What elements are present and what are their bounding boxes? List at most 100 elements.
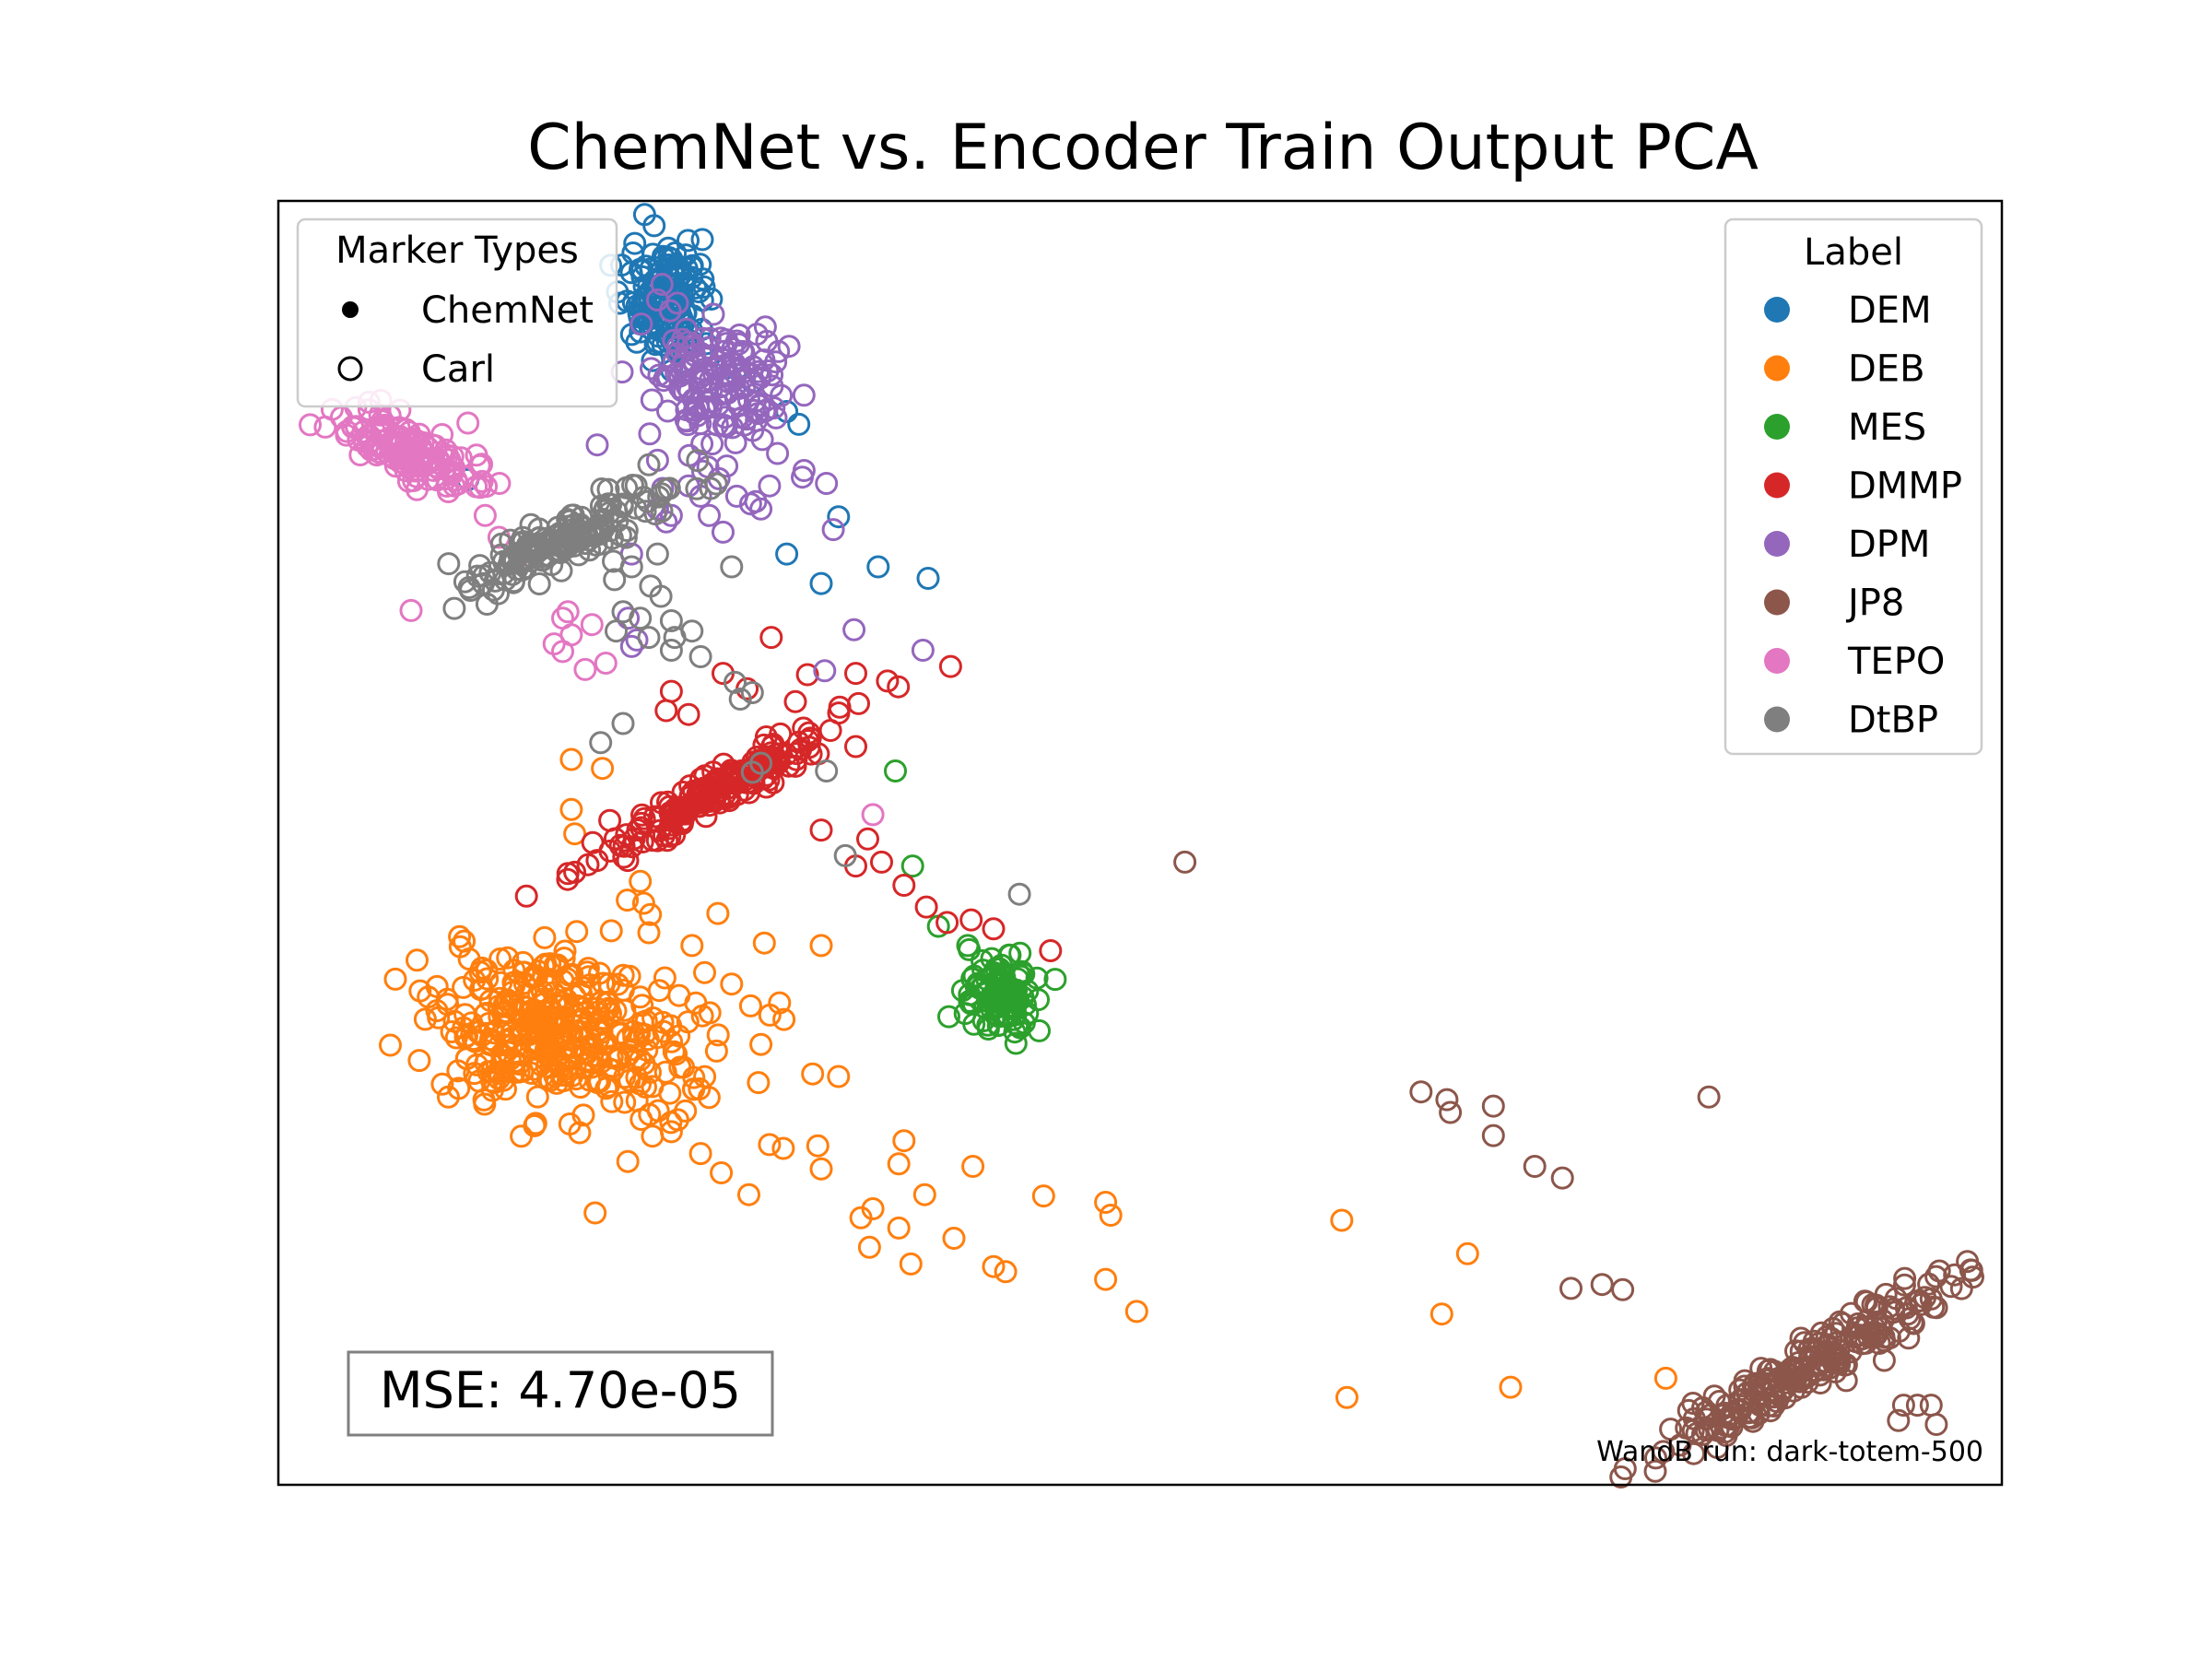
deb-point xyxy=(622,1026,646,1049)
dem-point xyxy=(684,276,708,300)
deb-point xyxy=(771,1136,795,1160)
dpm-point xyxy=(629,312,653,336)
deb-point xyxy=(599,1002,622,1026)
dpm-point xyxy=(676,375,699,399)
deb-point xyxy=(631,891,655,915)
deb-point xyxy=(417,985,441,1009)
dpm-legend-label: DPM xyxy=(1848,524,1930,566)
dpm-point xyxy=(645,288,669,312)
deb-point xyxy=(682,1065,706,1089)
deb-point xyxy=(982,1254,1006,1278)
jp8-point xyxy=(1609,1465,1633,1488)
deb-point xyxy=(758,1003,782,1027)
dmmp-point xyxy=(892,874,916,897)
dmmp-point xyxy=(659,813,683,837)
dtbp-point xyxy=(465,564,489,588)
dmmp-point xyxy=(847,691,870,715)
dtbp-point xyxy=(489,532,513,556)
dpm-point xyxy=(715,382,739,406)
dmmp-point xyxy=(629,816,653,840)
deb-point xyxy=(752,931,776,955)
tepo-point xyxy=(468,476,492,500)
jp8-point xyxy=(1853,1315,1877,1339)
jp8-point xyxy=(1759,1399,1783,1423)
deb-point xyxy=(942,1227,966,1250)
dtbp-point xyxy=(475,593,499,616)
deb-point xyxy=(616,888,640,912)
deb-point xyxy=(720,972,744,996)
jp8-point xyxy=(1771,1380,1794,1404)
tepo-point xyxy=(580,613,604,637)
mes-point xyxy=(998,943,1022,967)
deb-point xyxy=(681,1077,705,1101)
tepo-point xyxy=(365,443,389,467)
dtbp-point xyxy=(535,530,559,554)
mes-point xyxy=(1008,941,1032,965)
deb-point xyxy=(512,960,536,984)
dpm-point xyxy=(792,383,816,407)
dpm-point xyxy=(625,628,649,652)
jp8-point xyxy=(1821,1342,1845,1366)
dtbp-point xyxy=(442,596,466,620)
mes-point xyxy=(956,934,980,958)
deb-point xyxy=(502,959,526,982)
dem-legend-label: DEM xyxy=(1848,289,1932,332)
jp8-point xyxy=(1756,1359,1780,1382)
jp8-point xyxy=(1435,1088,1459,1112)
deb-point xyxy=(738,994,762,1018)
jp8-point xyxy=(1714,1414,1738,1438)
deb-point xyxy=(413,1007,437,1031)
jp8-point xyxy=(1741,1409,1765,1433)
dpm-point xyxy=(821,518,845,542)
mes-point xyxy=(884,759,907,782)
deb-point xyxy=(710,1161,734,1184)
jp8-point xyxy=(1805,1359,1828,1382)
dpm-point xyxy=(700,395,724,419)
dem-point xyxy=(690,228,714,252)
jp8-point xyxy=(1872,1348,1896,1372)
chart-title: ChemNet vs. Encoder Train Output PCA xyxy=(527,112,1759,184)
mes-point xyxy=(976,1018,1000,1041)
dmmp-point xyxy=(689,782,713,806)
dtbp-point xyxy=(685,477,709,500)
tepo-point xyxy=(383,454,407,478)
dpm-point xyxy=(700,377,724,401)
jp8-point xyxy=(1809,1321,1833,1345)
dmmp-point xyxy=(713,782,737,806)
tepo-point xyxy=(405,477,429,501)
jp8-point xyxy=(1924,1296,1948,1320)
deb-point xyxy=(550,1064,574,1087)
mes-point xyxy=(984,1004,1007,1028)
deb-point xyxy=(674,1099,698,1123)
jp8-point xyxy=(1699,1403,1723,1427)
dmmp-point xyxy=(671,795,695,819)
dtbp-point xyxy=(599,519,622,543)
deb-point xyxy=(961,1155,985,1178)
dtbp-point xyxy=(611,712,635,735)
mes-point xyxy=(994,983,1018,1007)
dem-point xyxy=(827,505,851,529)
deb-legend-swatch xyxy=(1764,355,1790,382)
dtbp-point xyxy=(740,760,764,784)
deb-point xyxy=(1455,1241,1479,1265)
deb-point xyxy=(559,747,583,771)
deb-point xyxy=(559,797,583,821)
dmmp-point xyxy=(844,662,867,686)
deb-point xyxy=(472,1088,496,1112)
deb-point xyxy=(530,980,554,1004)
jp8-point xyxy=(1682,1441,1706,1465)
jp8-point xyxy=(1697,1085,1721,1109)
deb-point xyxy=(555,967,579,991)
deb-point xyxy=(1430,1302,1453,1326)
dtbp-point xyxy=(637,626,661,650)
deb-point xyxy=(1335,1385,1359,1409)
jp8-point xyxy=(1793,1331,1817,1355)
deb-point xyxy=(383,967,407,991)
mes-point xyxy=(988,977,1012,1001)
dtbp-point xyxy=(649,584,673,608)
dtbp-point xyxy=(540,553,564,577)
deb-point xyxy=(634,1009,658,1033)
deb-point xyxy=(583,1201,607,1225)
dpm-point xyxy=(727,324,751,347)
deb-point xyxy=(600,1089,624,1113)
